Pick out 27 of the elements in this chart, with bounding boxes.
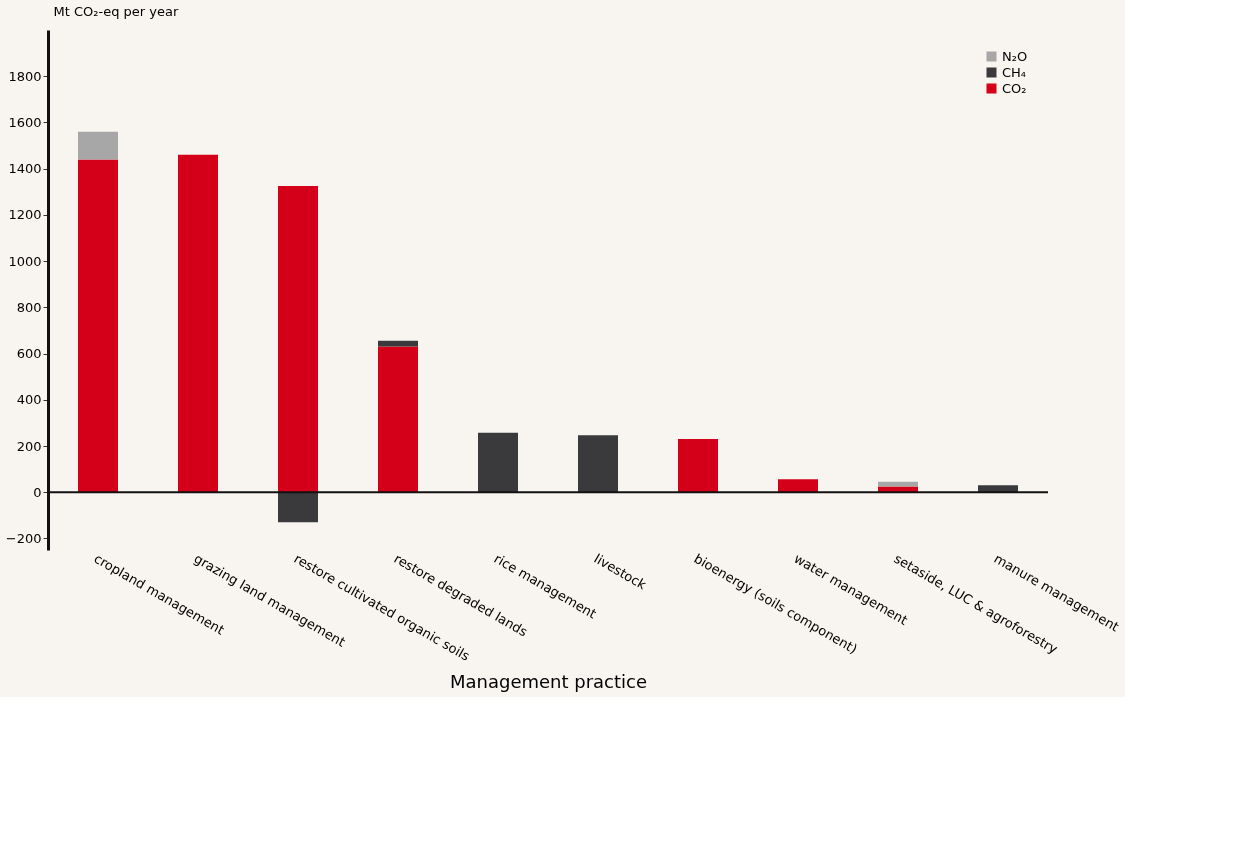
x-axis-title: Management practice <box>449 670 648 692</box>
bar <box>478 432 518 493</box>
y-tick-label: 800 <box>16 299 42 315</box>
y-tick-label: 600 <box>16 346 42 362</box>
bar <box>378 340 418 347</box>
y-tick-label: 200 <box>16 438 42 454</box>
y-tick-label: 1200 <box>8 207 42 223</box>
bar <box>378 346 418 493</box>
y-tick-label: 1400 <box>8 161 42 177</box>
bar <box>278 186 318 493</box>
bar <box>78 159 118 493</box>
y-tick-label: 400 <box>16 392 42 408</box>
legend-label: N₂O <box>1002 48 1028 64</box>
y-axis-title: Mt CO₂-eq per year <box>53 3 179 19</box>
bar <box>178 154 218 493</box>
y-tick-label: 0 <box>33 484 42 500</box>
y-tick-label: 1800 <box>8 68 42 84</box>
y-tick-label: 1000 <box>8 253 42 269</box>
legend-label: CH₄ <box>1002 64 1027 80</box>
legend-label: CO₂ <box>1002 80 1027 96</box>
bar <box>578 435 618 493</box>
bar <box>278 492 318 523</box>
bar <box>678 439 718 493</box>
bar <box>78 131 118 160</box>
y-tick-label: −200 <box>5 530 42 546</box>
y-tick-label: 1600 <box>8 114 42 130</box>
bar <box>778 479 818 493</box>
